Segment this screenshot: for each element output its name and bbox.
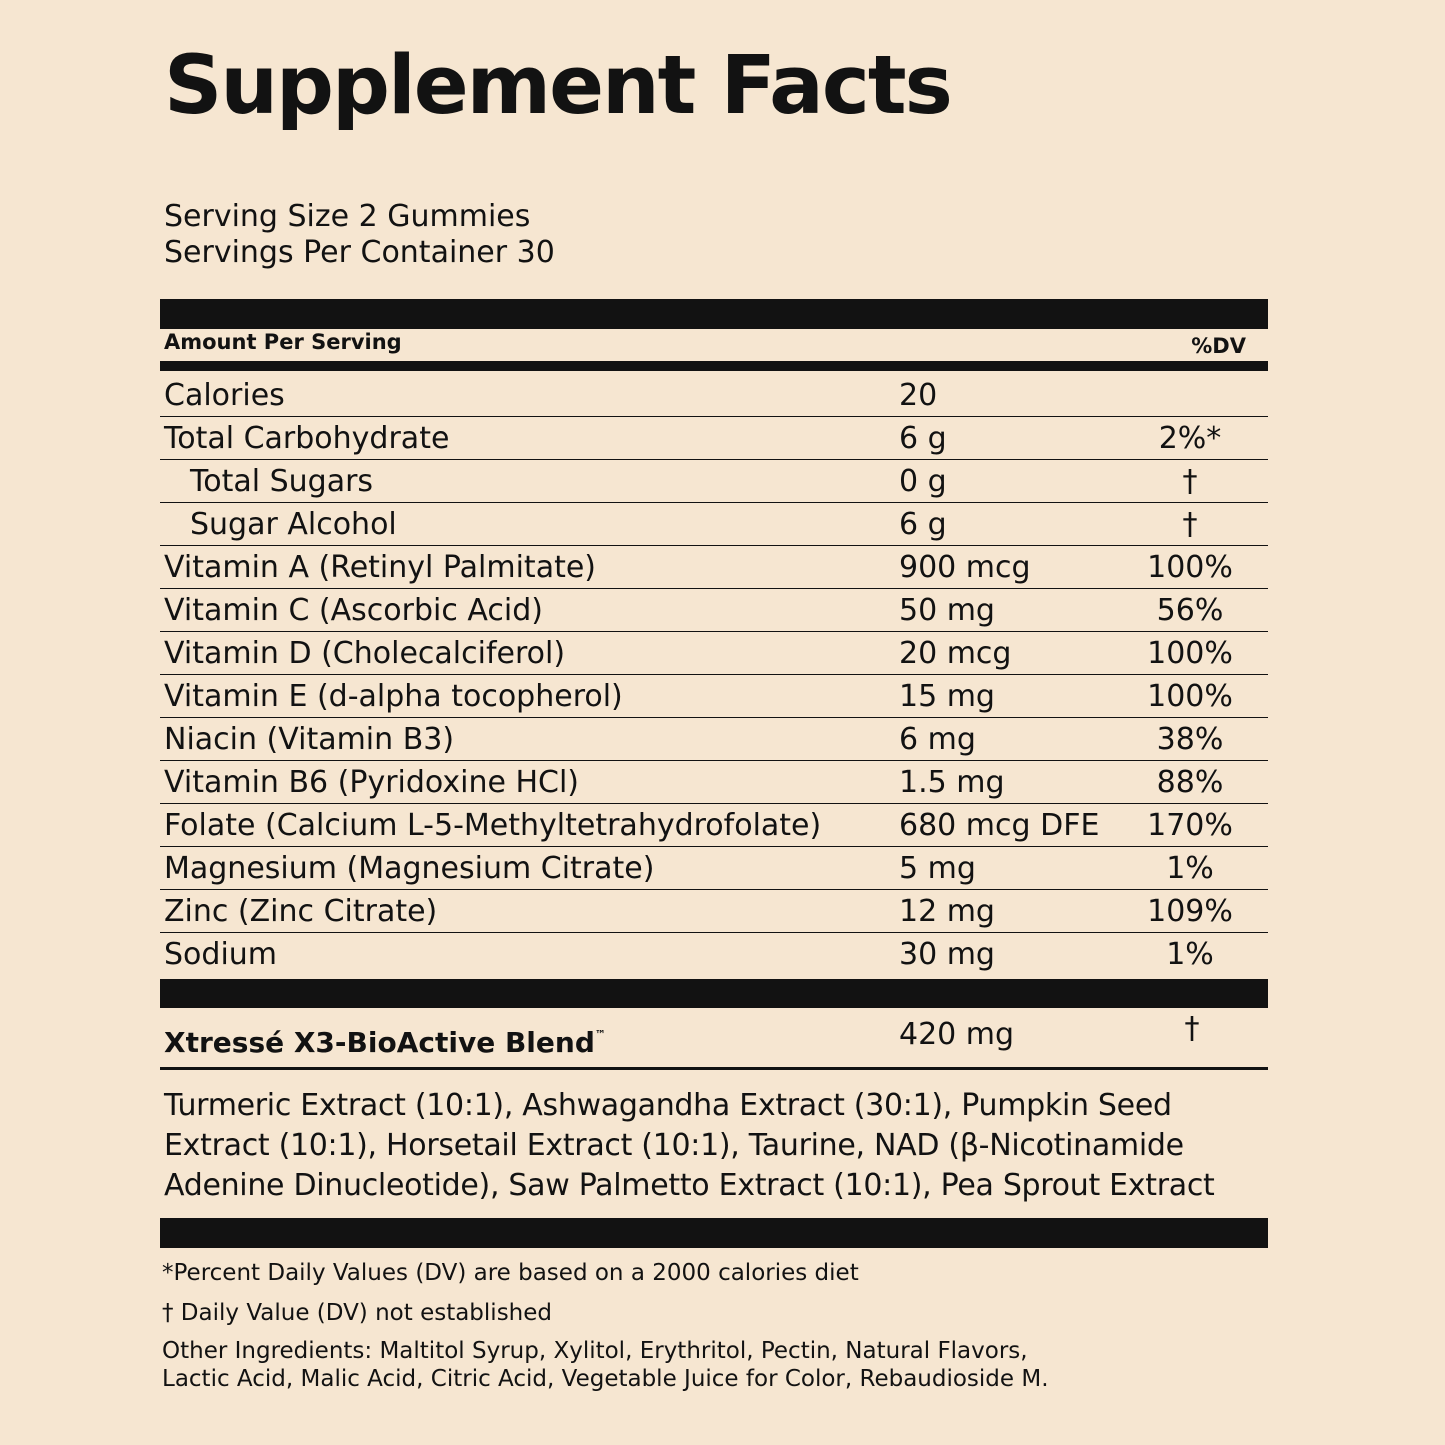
dv-header: %DV bbox=[1191, 334, 1246, 358]
nutrient-amount: 6 g bbox=[899, 421, 947, 456]
nutrient-name: Vitamin A (Retinyl Palmitate) bbox=[164, 550, 596, 585]
nutrient-name: Total Sugars bbox=[190, 464, 374, 499]
nutrient-row: Magnesium (Magnesium Citrate) 5 mg 1% bbox=[160, 847, 1268, 890]
nutrient-dv: 100% bbox=[1147, 636, 1233, 671]
blend-ingredients-line: Turmeric Extract (10:1), Ashwagandha Ext… bbox=[164, 1088, 1172, 1123]
nutrient-amount: 15 mg bbox=[899, 679, 995, 714]
nutrient-name: Total Carbohydrate bbox=[164, 421, 450, 456]
blend-thick-rule bbox=[160, 979, 1268, 1008]
nutrient-dv: 1% bbox=[1166, 851, 1214, 886]
nutrient-dv: 38% bbox=[1156, 722, 1224, 757]
blend-name: Xtressé X3-BioActive Blend™ bbox=[164, 1026, 606, 1059]
nutrient-name: Vitamin C (Ascorbic Acid) bbox=[164, 593, 543, 628]
nutrient-amount: 20 bbox=[899, 378, 938, 413]
nutrient-row: Vitamin D (Cholecalciferol) 20 mcg 100% bbox=[160, 632, 1268, 675]
blend-rule bbox=[160, 1067, 1268, 1070]
nutrient-dv: 88% bbox=[1156, 765, 1224, 800]
nutrient-name: Sodium bbox=[164, 937, 278, 972]
servings-per-container: Servings Per Container 30 bbox=[164, 235, 555, 270]
nutrient-amount: 1.5 mg bbox=[899, 765, 1005, 800]
nutrient-row: Vitamin E (d-alpha tocopherol) 15 mg 100% bbox=[160, 675, 1268, 718]
nutrient-row: Folate (Calcium L-5-Methyltetrahydrofola… bbox=[160, 804, 1268, 847]
nutrient-amount: 6 g bbox=[899, 507, 947, 542]
serving-size: Serving Size 2 Gummies bbox=[164, 199, 531, 234]
nutrient-name: Vitamin E (d-alpha tocopherol) bbox=[164, 679, 623, 714]
nutrient-row: Total Sugars 0 g † bbox=[160, 460, 1268, 503]
nutrient-row: Zinc (Zinc Citrate) 12 mg 109% bbox=[160, 890, 1268, 933]
nutrient-row: Sodium 30 mg 1% bbox=[160, 933, 1268, 976]
blend-ingredients-line: Extract (10:1), Horsetail Extract (10:1)… bbox=[164, 1128, 1184, 1163]
nutrient-row: Total Carbohydrate 6 g 2%* bbox=[160, 417, 1268, 460]
nutrient-name: Vitamin B6 (Pyridoxine HCl) bbox=[164, 765, 579, 800]
trademark-mark: ™ bbox=[594, 1028, 606, 1041]
nutrient-name: Vitamin D (Cholecalciferol) bbox=[164, 636, 566, 671]
nutrient-dv: † bbox=[1182, 464, 1198, 499]
nutrient-name: Zinc (Zinc Citrate) bbox=[164, 894, 438, 929]
nutrient-amount: 6 mg bbox=[899, 722, 976, 757]
top-thick-rule bbox=[160, 299, 1268, 329]
nutrient-row: Vitamin B6 (Pyridoxine HCl) 1.5 mg 88% bbox=[160, 761, 1268, 804]
other-ingredients-line: Lactic Acid, Malic Acid, Citric Acid, Ve… bbox=[162, 1366, 1049, 1392]
amount-per-serving-header: Amount Per Serving bbox=[164, 330, 402, 354]
nutrient-name: Sugar Alcohol bbox=[190, 507, 397, 542]
nutrient-row: Sugar Alcohol 6 g † bbox=[160, 503, 1268, 546]
nutrient-amount: 5 mg bbox=[899, 851, 976, 886]
nutrient-row: Vitamin C (Ascorbic Acid) 50 mg 56% bbox=[160, 589, 1268, 632]
nutrient-dv: † bbox=[1182, 507, 1198, 542]
nutrient-dv: 100% bbox=[1147, 679, 1233, 714]
blend-amount: 420 mg bbox=[899, 1017, 1015, 1052]
nutrient-amount: 900 mcg bbox=[899, 550, 1031, 585]
nutrient-amount: 30 mg bbox=[899, 937, 995, 972]
nutrient-name: Niacin (Vitamin B3) bbox=[164, 722, 455, 757]
nutrient-amount: 12 mg bbox=[899, 894, 995, 929]
blend-ingredients-line: Adenine Dinucleotide), Saw Palmetto Extr… bbox=[164, 1168, 1215, 1203]
nutrient-amount: 20 mcg bbox=[899, 636, 1012, 671]
blend-ingredients: Turmeric Extract (10:1), Ashwagandha Ext… bbox=[164, 1086, 1304, 1206]
nutrient-amount: 0 g bbox=[899, 464, 947, 499]
nutrient-row: Niacin (Vitamin B3) 6 mg 38% bbox=[160, 718, 1268, 761]
nutrient-row: Vitamin A (Retinyl Palmitate) 900 mcg 100% bbox=[160, 546, 1268, 589]
nutrient-dv: 100% bbox=[1147, 550, 1233, 585]
nutrient-amount: 50 mg bbox=[899, 593, 995, 628]
nutrient-dv: 109% bbox=[1147, 894, 1233, 929]
footnote-dv-basis: *Percent Daily Values (DV) are based on … bbox=[162, 1260, 859, 1286]
bottom-thick-rule bbox=[160, 1218, 1268, 1248]
nutrient-dv: 1% bbox=[1166, 937, 1214, 972]
panel-title: Supplement Facts bbox=[164, 39, 953, 133]
blend-dv: † bbox=[1184, 1011, 1200, 1046]
nutrient-name: Folate (Calcium L-5-Methyltetrahydrofola… bbox=[164, 808, 822, 843]
nutrient-row: Calories 20 bbox=[160, 374, 1268, 417]
nutrient-dv: 170% bbox=[1147, 808, 1233, 843]
other-ingredients-line: Other Ingredients: Maltitol Syrup, Xylit… bbox=[162, 1338, 1028, 1364]
nutrient-dv: 2%* bbox=[1158, 421, 1222, 456]
footnote-dv-not-established: † Daily Value (DV) not established bbox=[162, 1300, 553, 1326]
nutrient-amount: 680 mcg DFE bbox=[899, 808, 1100, 843]
nutrient-name: Magnesium (Magnesium Citrate) bbox=[164, 851, 655, 886]
nutrient-dv: 56% bbox=[1156, 593, 1224, 628]
nutrient-name: Calories bbox=[164, 378, 285, 413]
header-rule bbox=[160, 361, 1268, 371]
